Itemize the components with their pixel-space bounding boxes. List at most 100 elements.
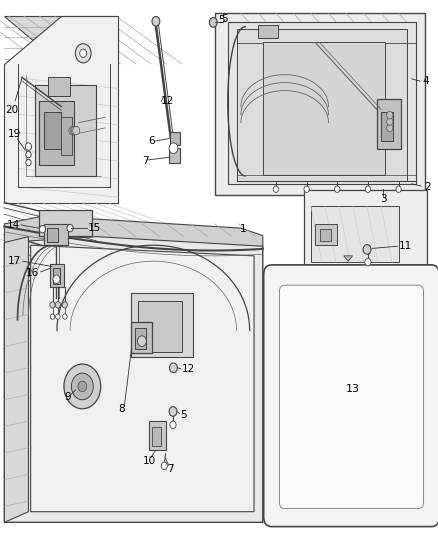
Text: 20: 20 <box>6 106 19 115</box>
Circle shape <box>39 225 46 233</box>
Bar <box>35 85 96 176</box>
Bar <box>61 117 72 155</box>
Polygon shape <box>228 22 416 184</box>
Circle shape <box>209 18 217 27</box>
Bar <box>48 77 70 96</box>
Polygon shape <box>215 13 425 195</box>
Circle shape <box>26 159 31 166</box>
Bar <box>135 328 146 349</box>
Circle shape <box>67 224 73 232</box>
Bar <box>169 148 180 163</box>
FancyBboxPatch shape <box>264 265 438 527</box>
Polygon shape <box>237 29 407 181</box>
Bar <box>47 228 58 242</box>
Bar <box>311 206 399 262</box>
Text: 12: 12 <box>182 364 195 374</box>
Text: 11: 11 <box>399 241 412 251</box>
Circle shape <box>363 245 371 254</box>
Circle shape <box>170 421 176 429</box>
Circle shape <box>161 462 167 470</box>
Circle shape <box>50 314 55 319</box>
FancyBboxPatch shape <box>279 285 424 508</box>
Bar <box>138 301 182 352</box>
Circle shape <box>365 259 371 266</box>
Bar <box>53 268 60 284</box>
Polygon shape <box>4 225 263 522</box>
Circle shape <box>53 275 60 284</box>
Text: 14: 14 <box>7 220 20 230</box>
Polygon shape <box>4 16 118 203</box>
Bar <box>149 421 166 450</box>
Bar <box>381 112 393 141</box>
Text: 8: 8 <box>118 405 125 414</box>
Circle shape <box>71 126 78 135</box>
Text: 5: 5 <box>180 410 187 419</box>
Text: 3: 3 <box>380 195 387 204</box>
Circle shape <box>25 143 32 150</box>
Circle shape <box>365 186 371 192</box>
Circle shape <box>78 381 87 392</box>
Text: 19: 19 <box>7 130 21 139</box>
Polygon shape <box>31 245 254 512</box>
Circle shape <box>56 314 60 319</box>
Text: 17: 17 <box>8 256 21 266</box>
Circle shape <box>387 118 393 125</box>
Text: 1: 1 <box>240 224 247 234</box>
Circle shape <box>152 17 160 26</box>
Bar <box>131 322 152 353</box>
Bar <box>39 101 74 165</box>
Text: 9: 9 <box>64 392 71 402</box>
Circle shape <box>169 407 177 416</box>
Circle shape <box>62 302 67 308</box>
Bar <box>258 25 278 38</box>
Bar <box>377 99 401 149</box>
Text: 13: 13 <box>346 384 360 394</box>
Circle shape <box>73 126 80 135</box>
Circle shape <box>75 44 91 63</box>
Circle shape <box>63 314 67 319</box>
Bar <box>320 229 331 241</box>
Circle shape <box>26 151 31 158</box>
Circle shape <box>396 186 401 192</box>
Circle shape <box>387 124 393 132</box>
Circle shape <box>55 302 60 308</box>
Text: 7: 7 <box>166 464 173 474</box>
Circle shape <box>273 186 279 192</box>
Circle shape <box>69 126 76 135</box>
Text: 7: 7 <box>142 156 149 166</box>
Circle shape <box>304 186 309 192</box>
Circle shape <box>71 373 93 400</box>
Circle shape <box>335 186 340 192</box>
Text: 6: 6 <box>148 136 155 146</box>
Bar <box>315 224 337 245</box>
Bar <box>44 112 61 149</box>
Bar <box>263 42 385 175</box>
Text: 10: 10 <box>142 456 155 466</box>
Circle shape <box>64 364 101 409</box>
Text: 15: 15 <box>88 223 101 233</box>
Bar <box>39 210 92 236</box>
Polygon shape <box>4 216 263 246</box>
Circle shape <box>50 302 55 308</box>
Circle shape <box>169 143 178 154</box>
Text: 4: 4 <box>423 76 429 86</box>
Polygon shape <box>4 16 118 64</box>
Bar <box>152 427 161 446</box>
Bar <box>304 190 427 268</box>
Text: 5: 5 <box>221 14 228 23</box>
Bar <box>170 132 180 145</box>
Polygon shape <box>344 256 353 261</box>
Circle shape <box>387 111 393 119</box>
Circle shape <box>170 363 177 373</box>
Text: 5: 5 <box>218 15 225 25</box>
Polygon shape <box>4 237 28 522</box>
Circle shape <box>70 126 77 135</box>
Text: 2: 2 <box>424 182 431 192</box>
Text: 12: 12 <box>161 96 174 106</box>
Bar <box>50 264 64 287</box>
Text: 16: 16 <box>26 268 39 278</box>
Circle shape <box>138 336 146 346</box>
Circle shape <box>80 49 87 58</box>
Bar <box>131 293 193 357</box>
Bar <box>44 224 68 245</box>
